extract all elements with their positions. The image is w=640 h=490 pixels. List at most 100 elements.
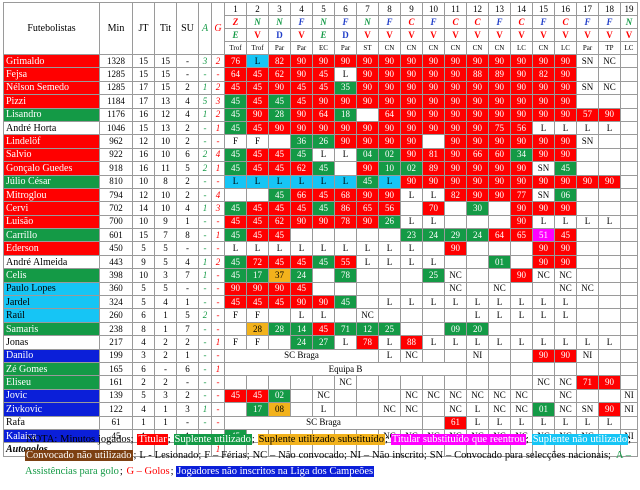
match-cell: 90 xyxy=(378,67,401,82)
match-cell: 02 xyxy=(378,147,401,163)
match-cell: NC xyxy=(598,53,621,69)
round-number: 14 xyxy=(510,2,533,16)
match-cell: L xyxy=(598,214,621,230)
legend-suplente-substituido: Suplente utilizado substituído xyxy=(257,434,386,445)
match-cell: 90 xyxy=(466,134,489,149)
player-row: Jardel 324 5 4 1- -45 45 45 90 90 45 L L L L L L L L L xyxy=(3,295,638,310)
match-cell: 45 xyxy=(246,295,269,310)
match-cell: L xyxy=(554,295,577,310)
match-cell xyxy=(356,281,379,297)
match-cell: 28 xyxy=(246,321,269,337)
match-cell xyxy=(576,67,599,82)
player-jt: 3 xyxy=(132,348,155,363)
match-cell xyxy=(422,134,445,149)
player-jt: 15 xyxy=(132,228,155,243)
match-cell: L xyxy=(334,241,357,256)
match-cell: 45 xyxy=(290,201,313,216)
player-su: 1 xyxy=(176,214,199,230)
player-name: Jonas xyxy=(3,335,100,350)
match-cell: 90 xyxy=(532,134,555,149)
player-min: 260 xyxy=(99,308,133,323)
match-cell: L xyxy=(312,308,335,323)
player-g: 1 xyxy=(211,120,225,136)
match-cell: NC xyxy=(356,308,379,323)
match-cell: NI xyxy=(620,388,638,404)
match-cell xyxy=(356,402,379,417)
match-cell: L xyxy=(532,335,555,350)
match-cell: L xyxy=(444,335,467,350)
match-cell: 10 xyxy=(378,161,401,176)
match-cell: NC xyxy=(554,375,577,390)
player-jt: 17 xyxy=(132,80,155,96)
match-cell: 45 xyxy=(268,254,291,270)
match-cell xyxy=(246,187,269,203)
col-header-min: Min xyxy=(99,2,133,55)
match-cell xyxy=(620,321,638,337)
player-tit: 13 xyxy=(154,120,177,136)
round-result: V xyxy=(400,28,423,42)
match-cell: 90 xyxy=(554,174,577,189)
match-cell: 90 xyxy=(246,281,269,297)
match-cell: L xyxy=(488,308,511,323)
match-cell xyxy=(620,53,638,69)
match-cell: L xyxy=(576,335,599,350)
match-cell: 45 xyxy=(312,161,335,176)
match-cell xyxy=(576,161,599,176)
player-name: Nélson Semedo xyxy=(3,80,100,96)
match-cell: 86 xyxy=(334,201,357,216)
col-header-tit: Tit xyxy=(154,2,177,55)
match-cell: 37 xyxy=(268,268,291,283)
match-cell: 65 xyxy=(356,201,379,216)
match-cell: 26 xyxy=(312,134,335,149)
player-su: 2 xyxy=(176,80,199,96)
player-tit: 2 xyxy=(154,335,177,350)
player-g: 1 xyxy=(211,361,225,377)
player-row: Luisão 700 10 9 1- -45 45 62 90 90 78 90 26 L L 90 L L L L xyxy=(3,214,638,230)
player-jt: 12 xyxy=(132,134,155,149)
match-cell xyxy=(466,281,489,297)
player-row: Rafa 61 1 1- - - SC Braga 61 L L L L L L L xyxy=(3,415,638,430)
match-cell: 90 xyxy=(532,53,555,69)
match-cell: 45 xyxy=(268,147,291,163)
match-cell: 90 xyxy=(532,147,555,163)
match-cell xyxy=(510,361,533,377)
match-cell: 51 xyxy=(532,228,555,243)
match-cell: F xyxy=(224,308,247,323)
match-cell: 45 xyxy=(334,295,357,310)
match-cell: 45 xyxy=(224,268,247,283)
match-cell xyxy=(576,241,599,256)
legend-goals: G – Golos xyxy=(126,466,170,477)
match-cell: L xyxy=(400,254,423,270)
match-cell xyxy=(598,308,621,323)
player-tit: - xyxy=(154,361,177,377)
match-cell xyxy=(290,388,313,404)
match-cell: 25 xyxy=(378,321,401,337)
match-cell xyxy=(400,281,423,297)
match-cell: 56 xyxy=(378,201,401,216)
player-su: 1 xyxy=(176,295,199,310)
player-name: Gonçalo Guedes xyxy=(3,161,100,176)
player-a: - xyxy=(198,348,212,363)
player-g: - xyxy=(211,348,225,363)
round-number: 6 xyxy=(334,2,357,16)
match-cell: L xyxy=(268,174,291,189)
match-cell: 45 xyxy=(224,94,247,109)
match-cell xyxy=(268,375,291,390)
player-row: Carrillo 601 15 7 8-1 45 45 45 23 24 29 24 64 65 51 45 xyxy=(3,228,638,243)
player-row: Lindelöf 962 12 10 2- - F F 36 26 90 90 90 90 90 90 90 90… xyxy=(3,134,638,149)
match-cell: L xyxy=(400,241,423,256)
match-cell: 45 xyxy=(312,321,335,337)
player-tit: 1 xyxy=(154,308,177,323)
match-cell: NC xyxy=(444,388,467,404)
match-cell: 90 xyxy=(400,120,423,136)
match-cell: 90 xyxy=(554,348,577,363)
match-cell: NC xyxy=(554,268,577,283)
round-competition: LC xyxy=(554,41,577,55)
match-cell: 45 xyxy=(224,254,247,270)
match-cell: L xyxy=(466,415,489,430)
player-a: - xyxy=(198,375,212,390)
round-competition: LC xyxy=(620,41,638,55)
round-competition: LC xyxy=(510,41,533,55)
round-result: V xyxy=(444,28,467,42)
player-tit: 13 xyxy=(154,94,177,109)
